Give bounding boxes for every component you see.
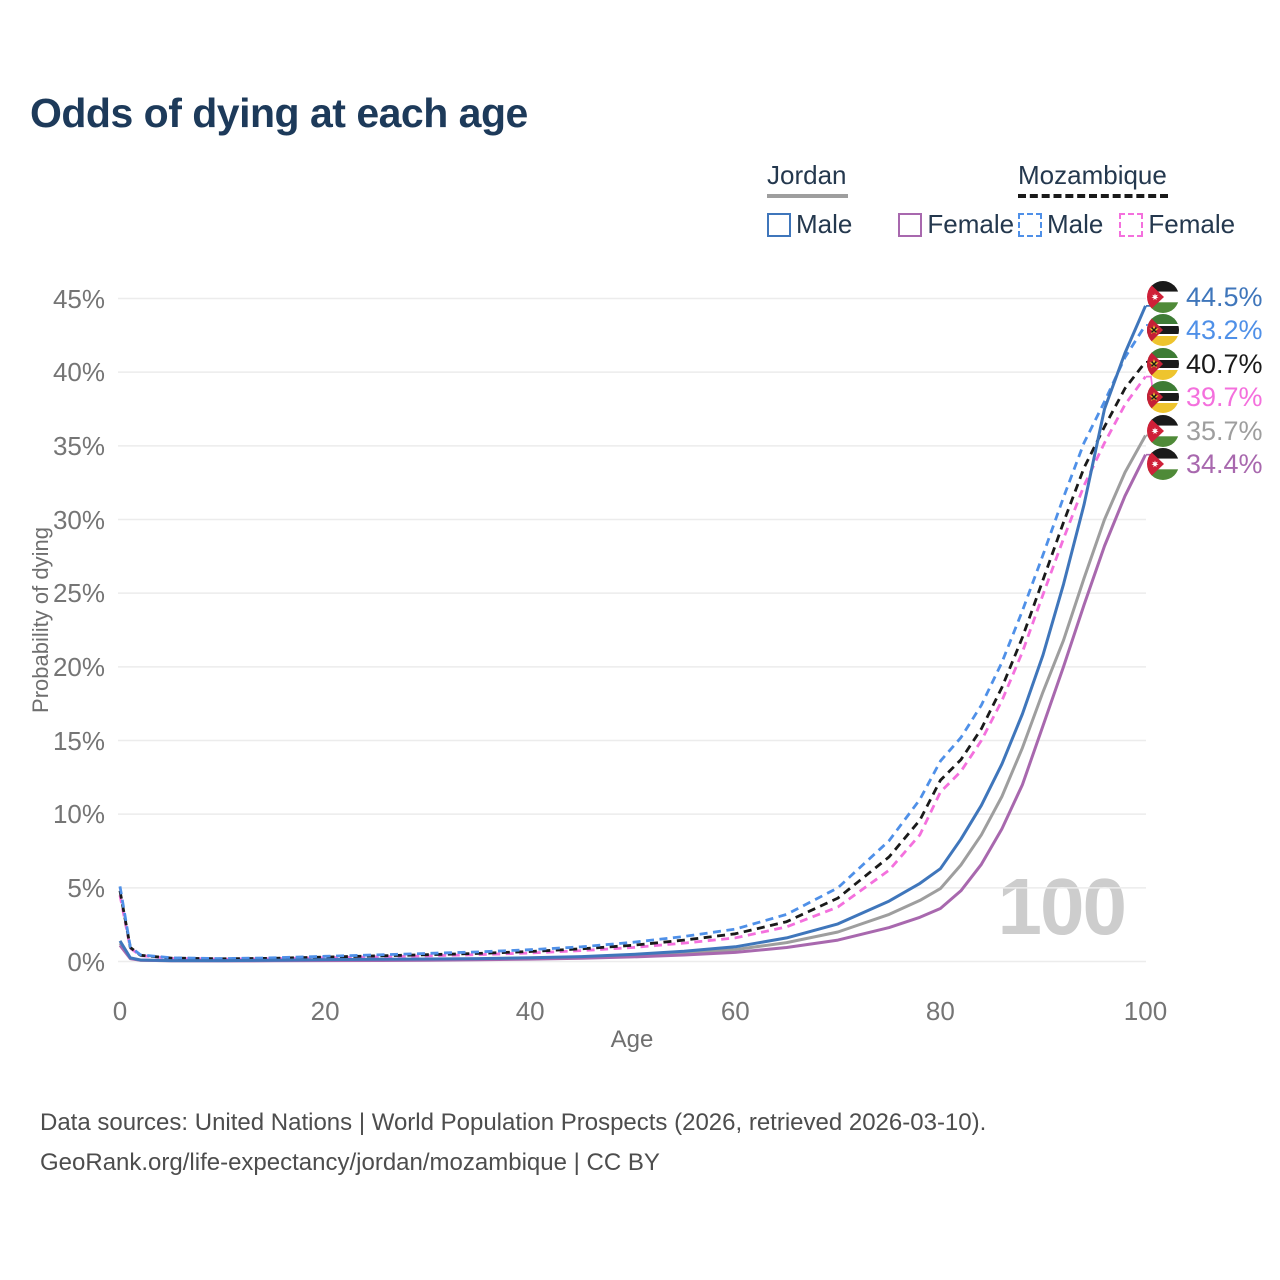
series-line-mozambique-female[interactable] (118, 375, 1147, 961)
end-label-value: 43.2% (1186, 315, 1263, 346)
y-tick-label: 0% (67, 946, 105, 977)
series-line-jordan-male[interactable] (118, 305, 1147, 963)
legend-item-label: Male (796, 209, 853, 239)
end-label-mozambique-female: 39.7% (1147, 381, 1263, 414)
flag-icon-jordan (1147, 280, 1179, 313)
legend-group-mozambique: Mozambique Male Female (1018, 160, 1235, 240)
legend-item-label: Female (927, 209, 1015, 239)
x-tick-label: 100 (1123, 996, 1168, 1026)
legend-underline-jordan-solid-line (767, 194, 848, 198)
end-label-value: 44.5% (1186, 281, 1263, 312)
y-tick-label: 20% (52, 651, 105, 682)
y-tick-label: 5% (67, 872, 105, 903)
legend-item-jordan-female[interactable]: Female (898, 209, 1014, 240)
legend-country-mozambique[interactable]: Mozambique (1018, 160, 1167, 190)
legend-group-jordan: Jordan Male Female (767, 160, 1014, 240)
end-label-jordan-both-sexes: 35.7% (1147, 414, 1263, 447)
end-label-mozambique-both-sexes: 40.7% (1147, 347, 1263, 380)
series-line-mozambique-both-sexes[interactable] (118, 361, 1147, 961)
series-line-jordan-female[interactable] (118, 454, 1147, 963)
x-axis-title: Age (610, 1026, 654, 1053)
x-tick-label: 40 (515, 996, 545, 1026)
flag-icon-jordan (1147, 448, 1179, 481)
legend-swatch-mozambique-female (1119, 212, 1144, 237)
y-tick-label: 40% (52, 357, 105, 388)
legend-swatch-mozambique-male (1018, 212, 1042, 237)
y-tick-label: 10% (52, 799, 105, 830)
end-label-jordan-female: 34.4% (1147, 448, 1263, 481)
page-title: Odds of dying at each age (30, 90, 528, 136)
flag-icon-mozambique (1147, 381, 1179, 414)
legend-swatch-jordan-female (898, 212, 923, 237)
y-tick-label: 25% (52, 578, 105, 609)
legend-country-jordan[interactable]: Jordan (767, 160, 847, 190)
legend-item-jordan-male[interactable]: Male (767, 209, 852, 240)
x-tick-label: 60 (720, 996, 750, 1026)
flag-icon-jordan (1147, 414, 1179, 447)
legend-item-label: Female (1148, 209, 1236, 239)
x-tick-label: 0 (112, 996, 128, 1026)
flag-icon-mozambique (1147, 347, 1179, 380)
x-tick-label: 20 (310, 996, 340, 1026)
series-line-jordan-both-sexes[interactable] (118, 434, 1147, 963)
end-label-jordan-male: 44.5% (1147, 280, 1263, 313)
y-tick-label: 15% (52, 725, 105, 756)
chart-watermark: 100 (997, 862, 1127, 951)
legend-underline-mozambique-dashed-line (1018, 194, 1168, 198)
legend-swatch-jordan-male (767, 212, 791, 237)
y-tick-label: 35% (52, 430, 105, 461)
series-line-mozambique-male[interactable] (118, 324, 1147, 960)
end-label-value: 35.7% (1186, 415, 1263, 446)
attribution-link: GeoRank.org/life-expectancy/jordan/mozam… (40, 1149, 660, 1176)
data-source-note: Data sources: United Nations | World Pop… (40, 1109, 987, 1136)
end-label-mozambique-male: 43.2% (1147, 314, 1263, 347)
legend-item-mozambique-female[interactable]: Female (1119, 209, 1235, 240)
legend-item-label: Male (1047, 209, 1104, 239)
y-tick-label: 45% (52, 283, 105, 314)
x-tick-label: 80 (925, 996, 955, 1026)
y-tick-label: 30% (52, 504, 105, 535)
flag-icon-mozambique (1147, 314, 1179, 347)
legend-item-mozambique-male[interactable]: Male (1018, 209, 1103, 240)
end-label-value: 34.4% (1186, 449, 1263, 480)
end-label-value: 40.7% (1186, 348, 1263, 379)
end-label-value: 39.7% (1186, 382, 1263, 413)
